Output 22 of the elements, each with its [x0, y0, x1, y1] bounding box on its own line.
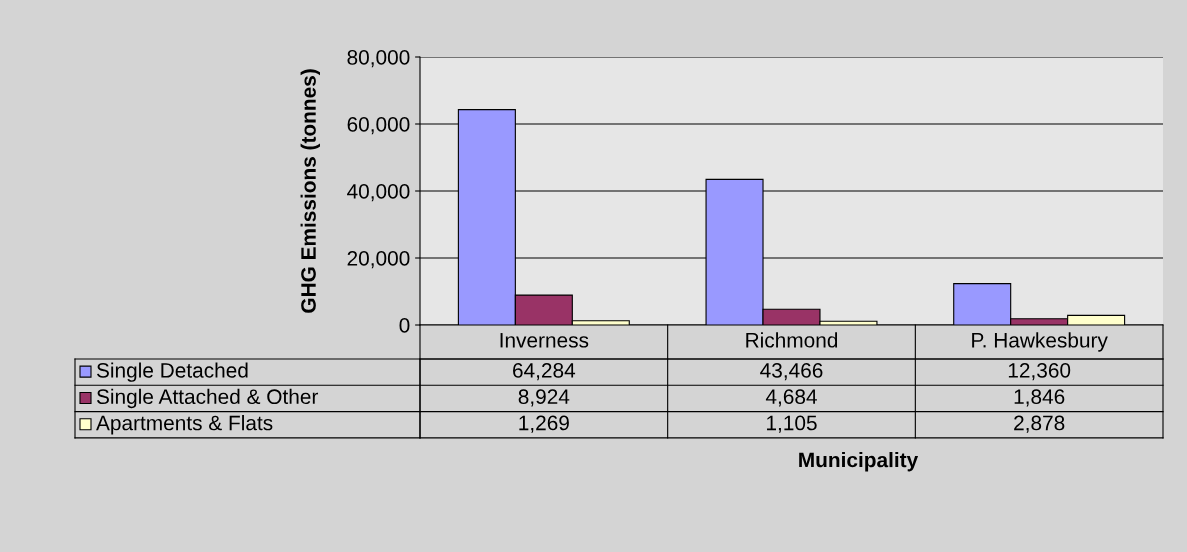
data-label: 4,684 [765, 389, 817, 407]
y-tick-label: 20,000 [347, 251, 410, 269]
legend-label: Single Attached & Other [96, 388, 319, 409]
legend-label: Apartments & Flats [96, 415, 273, 435]
y-tick-label: 0 [399, 318, 410, 333]
y-tick-label: 60,000 [347, 117, 410, 135]
data-label: 1,269 [519, 415, 569, 433]
y-axis-title: GHG Emissions (tonnes) [300, 69, 320, 313]
data-label: 1,846 [1014, 389, 1065, 407]
y-tick-label: 40,000 [347, 184, 410, 202]
data-label: 43,466 [760, 362, 823, 381]
data-label: 12,360 [1008, 362, 1071, 381]
data-label: 2,878 [1014, 415, 1065, 433]
x-tick-label: Inverness [500, 333, 589, 348]
data-label: 1,105 [767, 415, 817, 433]
legend-label: Single Detached [96, 362, 248, 382]
y-tick-label: 80,000 [347, 50, 410, 68]
data-label: 8,924 [518, 389, 570, 407]
x-tick-label: P. Hawkesbury [972, 332, 1108, 352]
x-tick-label: Richmond [746, 332, 838, 348]
x-axis-title: Municipality [799, 452, 919, 472]
data-label: 64,284 [513, 362, 576, 381]
